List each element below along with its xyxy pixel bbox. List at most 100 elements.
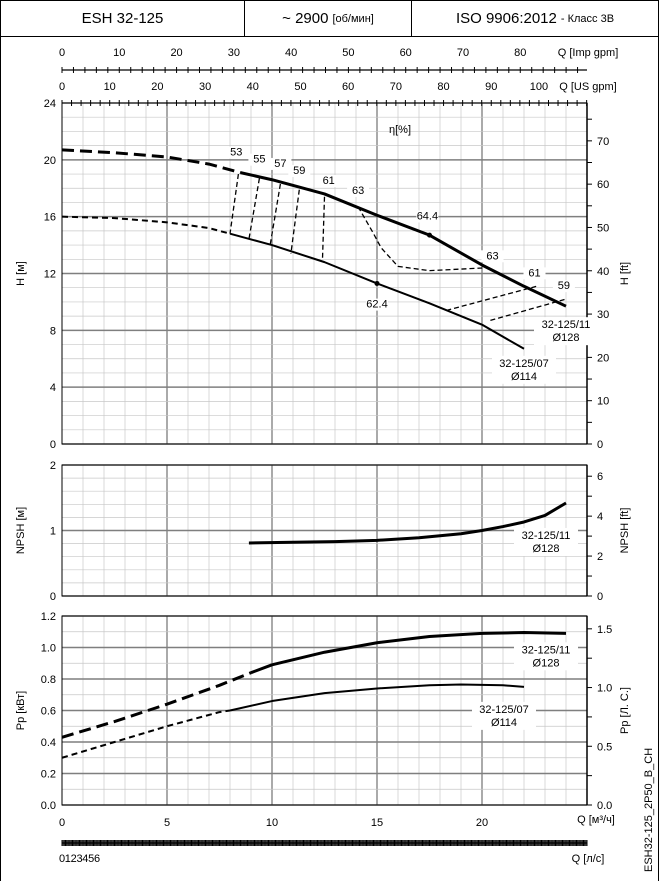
y-tick-label: 16	[44, 212, 56, 224]
curve-32-125/11	[248, 501, 567, 545]
y-right-tick-label: 60	[597, 179, 609, 191]
lps-axis-title: Q [л/с]	[572, 853, 605, 865]
y-right-tick-label: 70	[597, 136, 609, 148]
imp_gpm-tick-label: 10	[113, 47, 125, 59]
y-right-tick-label: 30	[597, 309, 609, 321]
series-label: 32-125/07	[499, 358, 549, 370]
standard-text: ISO 9906:2012	[455, 10, 557, 27]
efficiency-label-bg	[225, 146, 248, 159]
speed-unit: [об/мин]	[332, 12, 374, 25]
us_gpm-tick-label: 0	[59, 81, 65, 93]
efficiency-label-bg	[248, 153, 271, 166]
y-right-tick-label: 0	[597, 439, 603, 451]
series-label: 32-125/11	[542, 319, 591, 331]
efficiency-label-bg	[552, 280, 575, 293]
y-axis-title-right: NPSH [ft]	[619, 508, 631, 554]
y-tick-label: 2	[50, 460, 56, 472]
y-tick-label: 0.8	[41, 674, 56, 686]
header: ESH 32-125 ~ 2900 [об/мин] ISO 9906:2012-…	[0, 0, 659, 37]
curve-32-125/07	[229, 683, 525, 712]
lps-tick-label: 2	[71, 853, 77, 865]
us_gpm-tick-label: 40	[247, 81, 259, 93]
y-axis-title-right: H [ft]	[619, 262, 631, 285]
imp_gpm-axis-title: Q [Imp gpm]	[558, 47, 619, 59]
series-diameter-label: Ø128	[553, 332, 580, 344]
x-tick-label: 0	[59, 817, 65, 829]
lps-tick-label: 4	[82, 853, 88, 865]
us_gpm-tick-label: 90	[485, 81, 497, 93]
efficiency-label: 63	[352, 185, 364, 197]
y-right-tick-label: 0.0	[597, 800, 612, 812]
y-right-tick-label: 4	[597, 511, 603, 523]
lps-tick-label: 1	[65, 853, 71, 865]
efficiency-label: 57	[274, 158, 286, 170]
us_gpm-tick-label: 80	[437, 81, 449, 93]
y-right-tick-label: 2	[597, 551, 603, 563]
series-label-bg	[492, 355, 556, 384]
imp_gpm-tick-label: 60	[400, 47, 412, 59]
efficiency-label-bg	[416, 210, 439, 223]
efficiency-line-59	[490, 298, 567, 322]
y-tick-label: 0.4	[41, 737, 56, 749]
y-right-tick-label: 0.5	[597, 741, 612, 753]
x-tick-label: 5	[164, 817, 170, 829]
x-tick-label: 15	[371, 817, 383, 829]
imp_gpm-tick-label: 50	[342, 47, 354, 59]
efficiency-label-bg	[269, 157, 292, 170]
document-code: ESH32-125_2P50_B_CH	[643, 748, 655, 872]
y-tick-label: 0.6	[41, 706, 56, 718]
y-tick-label: 12	[44, 269, 56, 281]
series-label-bg	[534, 317, 598, 346]
y-axis-title-right: Pp [Л. С.]	[619, 687, 631, 734]
efficiency-line-55	[248, 178, 261, 240]
lps-tick-label: 0	[59, 853, 65, 865]
efficiency-line-53	[229, 173, 240, 234]
y-tick-label: 24	[44, 98, 56, 110]
lps-tick-label: 6	[94, 853, 100, 865]
efficiency-label-bg	[523, 267, 546, 280]
y-right-tick-label: 40	[597, 266, 609, 278]
y-tick-label: 4	[50, 382, 56, 394]
us_gpm-tick-label: 10	[104, 81, 116, 93]
y-right-tick-label: 50	[597, 222, 609, 234]
lps-tick-label: 5	[88, 853, 94, 865]
lps-tick-label: 3	[76, 853, 82, 865]
x-tick-label: 20	[476, 817, 488, 829]
y-tick-label: 0	[50, 439, 56, 451]
y-tick-label: 1.0	[41, 643, 56, 655]
y-axis-title: NPSH [м]	[15, 507, 27, 554]
y-tick-label: 0	[50, 591, 56, 603]
efficiency-label: 63	[486, 250, 498, 262]
standard-class: - Класс 3B	[560, 12, 615, 25]
x-axis-title: Q [м³/ч]	[577, 814, 615, 826]
y-tick-label: 0.0	[41, 800, 56, 812]
efficiency-label-bg	[288, 165, 311, 178]
us_gpm-tick-label: 70	[390, 81, 402, 93]
series-diameter-label: Ø128	[533, 543, 560, 555]
y-right-tick-label: 1.5	[597, 624, 612, 636]
us_gpm-axis-title: Q [US gpm]	[559, 81, 616, 93]
efficiency-label: 55	[253, 154, 265, 166]
efficiency-label: 61	[528, 267, 540, 279]
speed-cell: ~ 2900 [об/мин]	[245, 1, 412, 36]
imp_gpm-tick-label: 70	[457, 47, 469, 59]
speed-value: ~ 2900	[282, 10, 329, 27]
y-axis-title: Pp [кВт]	[15, 691, 27, 730]
y-tick-label: 1	[50, 526, 56, 538]
efficiency-line-61	[321, 196, 326, 263]
series-label-bg	[472, 701, 536, 730]
bep-point	[427, 232, 432, 238]
us_gpm-tick-label: 100	[530, 81, 548, 93]
model-cell: ESH 32-125	[1, 1, 245, 36]
efficiency-label-bg	[347, 184, 370, 197]
y-tick-label: 8	[50, 325, 56, 337]
y-right-tick-label: 1.0	[597, 683, 612, 695]
efficiency-axis-title: η[%]	[389, 124, 411, 136]
efficiency-line-63	[357, 206, 487, 272]
series-diameter-label: Ø114	[491, 717, 517, 729]
series-label: 32-125/11	[522, 530, 571, 542]
efficiency-label: 62.4	[366, 299, 387, 311]
y-right-tick-label: 0	[597, 591, 603, 603]
